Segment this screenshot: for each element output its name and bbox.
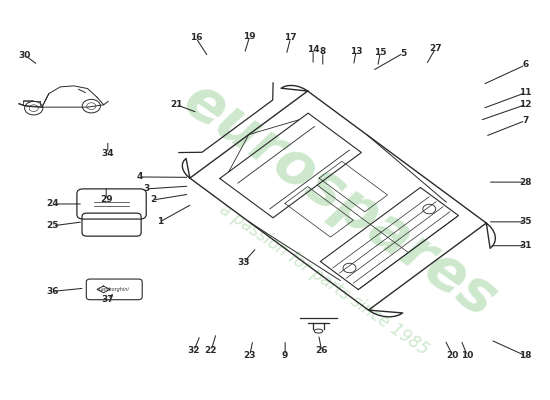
Text: 32: 32 bbox=[188, 346, 200, 356]
Text: 17: 17 bbox=[284, 34, 297, 42]
Text: 8: 8 bbox=[320, 47, 326, 56]
Text: 4: 4 bbox=[136, 172, 142, 182]
Text: 28: 28 bbox=[519, 178, 532, 187]
Text: 7: 7 bbox=[522, 116, 529, 125]
Text: 14: 14 bbox=[307, 45, 320, 54]
Text: 10: 10 bbox=[461, 351, 474, 360]
Text: 1: 1 bbox=[157, 217, 163, 226]
Text: 35: 35 bbox=[519, 217, 532, 226]
Text: 12: 12 bbox=[519, 100, 532, 109]
Text: 26: 26 bbox=[316, 346, 328, 356]
Text: 23: 23 bbox=[244, 351, 256, 360]
Text: 20: 20 bbox=[447, 351, 459, 360]
Text: 9: 9 bbox=[282, 351, 288, 360]
Text: 27: 27 bbox=[430, 44, 442, 53]
Text: 36: 36 bbox=[46, 287, 59, 296]
Text: 22: 22 bbox=[205, 346, 217, 356]
Text: a passion for parts since 1985: a passion for parts since 1985 bbox=[216, 200, 432, 359]
Text: 21: 21 bbox=[170, 100, 182, 109]
Text: 18: 18 bbox=[519, 351, 532, 360]
Text: 13: 13 bbox=[350, 46, 362, 56]
Text: 5: 5 bbox=[400, 48, 406, 58]
Text: 24: 24 bbox=[46, 200, 59, 208]
Text: 15: 15 bbox=[374, 48, 387, 57]
Text: 2: 2 bbox=[150, 196, 156, 204]
Text: 30: 30 bbox=[18, 50, 31, 60]
Text: 25: 25 bbox=[46, 221, 59, 230]
Text: 34: 34 bbox=[102, 149, 114, 158]
Text: 3: 3 bbox=[144, 184, 150, 193]
Text: eurospares: eurospares bbox=[173, 71, 508, 329]
Text: 31: 31 bbox=[519, 241, 532, 250]
Text: 33: 33 bbox=[237, 258, 250, 267]
Text: 6: 6 bbox=[522, 60, 529, 70]
Text: 11: 11 bbox=[519, 88, 532, 97]
Text: 37: 37 bbox=[102, 295, 114, 304]
Text: Lamborghini: Lamborghini bbox=[99, 287, 130, 292]
Text: 16: 16 bbox=[190, 34, 202, 42]
Text: 29: 29 bbox=[100, 196, 113, 204]
Text: 19: 19 bbox=[244, 32, 256, 41]
